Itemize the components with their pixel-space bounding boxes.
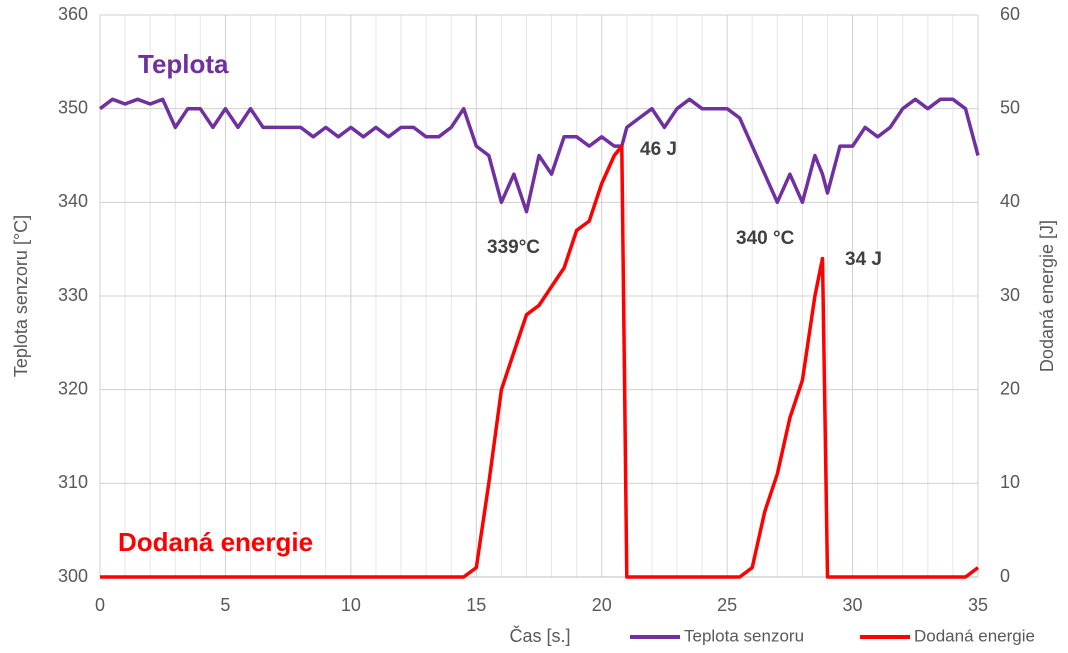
x-tick-label: 30	[843, 595, 863, 615]
y-tick-label: 300	[58, 566, 88, 586]
y-tick-label: 340	[58, 191, 88, 211]
y-tick-label: 350	[58, 97, 88, 117]
x-tick-label: 5	[220, 595, 230, 615]
y-tick-label: 310	[58, 472, 88, 492]
y2-tick-label: 50	[1000, 97, 1020, 117]
y2-tick-label: 10	[1000, 472, 1020, 492]
y2-tick-label: 40	[1000, 191, 1020, 211]
annotation: 340 °C	[736, 228, 795, 249]
x-axis-title: Čas [s.]	[509, 625, 570, 646]
y2-tick-label: 0	[1000, 566, 1010, 586]
annotation: Teplota	[138, 49, 229, 79]
x-tick-label: 20	[592, 595, 612, 615]
y-tick-label: 330	[58, 285, 88, 305]
annotation: Dodaná energie	[118, 527, 313, 557]
y2-axis-title: Dodaná energie [J]	[1037, 220, 1057, 372]
legend-label: Teplota senzoru	[684, 626, 804, 645]
x-tick-label: 10	[341, 595, 361, 615]
annotation: 339°C	[487, 237, 540, 258]
y2-tick-label: 30	[1000, 285, 1020, 305]
data-line	[98, 97, 980, 214]
x-tick-label: 15	[466, 595, 486, 615]
y2-tick-label: 20	[1000, 378, 1020, 398]
y-axis-title: Teplota senzoru [°C]	[11, 215, 31, 377]
x-tick-label: 0	[95, 595, 105, 615]
y-tick-label: 320	[58, 378, 88, 398]
x-tick-label: 25	[717, 595, 737, 615]
x-tick-label: 35	[968, 595, 988, 615]
y-tick-label: 360	[58, 4, 88, 24]
legend-label: Dodaná energie	[914, 626, 1035, 645]
y2-tick-label: 60	[1000, 4, 1020, 24]
data-line	[100, 144, 980, 579]
annotation: 46 J	[640, 139, 677, 160]
annotation: 34 J	[845, 249, 882, 270]
